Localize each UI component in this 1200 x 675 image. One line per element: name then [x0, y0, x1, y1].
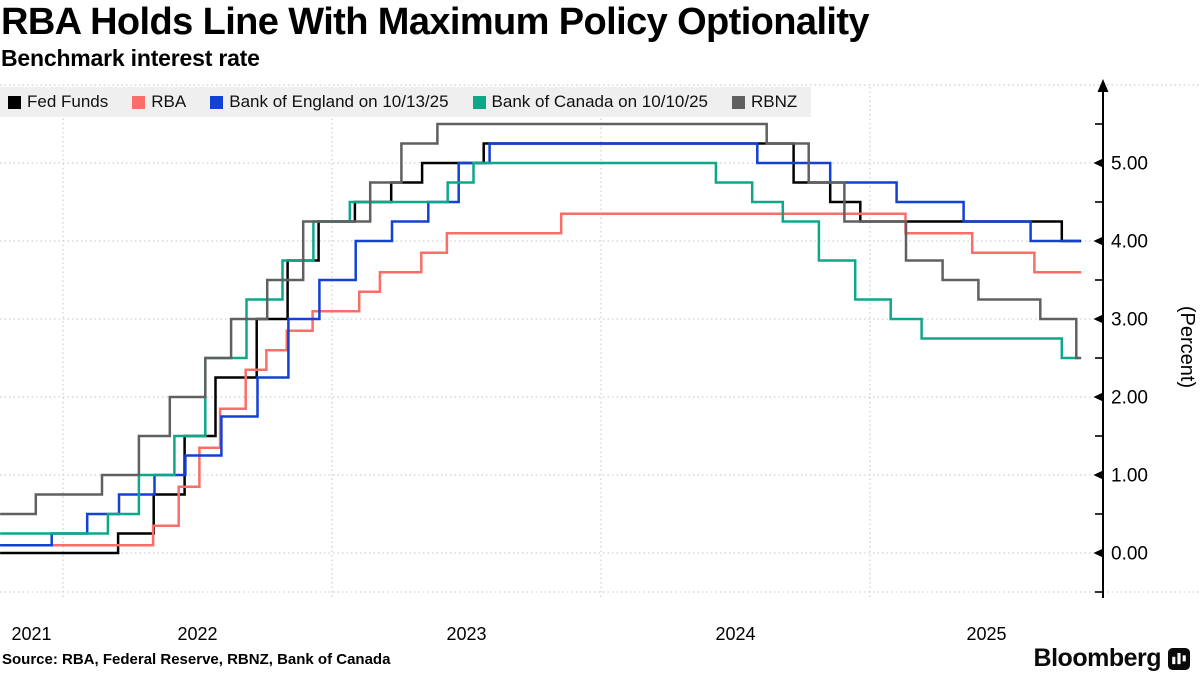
y-axis-label-4.00: 4.00 — [1111, 232, 1148, 253]
legend-item-rbnz: RBNZ — [731, 92, 798, 112]
x-axis-label-2023: 2023 — [446, 624, 486, 644]
bloomberg-terminal-icon — [1168, 647, 1190, 670]
legend-label-fed-funds: Fed Funds — [27, 92, 109, 111]
source-text: Source: RBA, Federal Reserve, RBNZ, Bank… — [2, 651, 391, 668]
y-axis-title: (Percent) — [1176, 306, 1198, 388]
legend-swatch-rbnz-icon — [731, 95, 745, 109]
legend-label-bank-of-canada: Bank of Canada on 10/10/25 — [491, 92, 708, 111]
y-major-tick-3 — [1093, 314, 1103, 324]
legend-item-bank-of-canada: Bank of Canada on 10/10/25 — [472, 92, 708, 112]
page-title: RBA Holds Line With Maximum Policy Optio… — [1, 1, 870, 43]
y-major-tick-2 — [1093, 392, 1103, 402]
y-axis-top-arrow-icon — [1097, 79, 1109, 92]
x-axis-label-2025: 2025 — [966, 624, 1006, 644]
legend-item-bank-of-england: Bank of England on 10/13/25 — [210, 92, 449, 112]
x-axis-label-2022: 2022 — [177, 624, 217, 644]
y-axis-label-0.00: 0.00 — [1111, 544, 1148, 565]
y-major-tick-5 — [1093, 158, 1103, 168]
legend-item-fed-funds: Fed Funds — [8, 92, 108, 112]
bloomberg-logo: Bloomberg — [1034, 644, 1190, 673]
legend-swatch-bank-of-canada-icon — [472, 95, 486, 109]
legend-label-bank-of-england: Bank of England on 10/13/25 — [229, 92, 449, 111]
x-axis-label-2024: 2024 — [715, 624, 755, 644]
bloomberg-wordmark: Bloomberg — [1033, 644, 1162, 672]
legend-swatch-bank-of-england-icon — [210, 95, 224, 109]
x-axis-label-2021: 2021 — [12, 624, 52, 644]
legend-item-rba: RBA — [132, 92, 186, 112]
legend-label-rbnz: RBNZ — [750, 92, 798, 111]
y-axis-label-3.00: 3.00 — [1111, 310, 1148, 331]
y-major-tick-0 — [1093, 548, 1103, 558]
legend-swatch-fed-funds-icon — [8, 95, 21, 109]
chart-legend: Fed Funds RBA Bank of England on 10/13/25 B… — [0, 87, 812, 117]
series-line-fed-funds — [0, 142, 1082, 555]
series-line-rbnz — [0, 122, 1082, 516]
series-line-bank-of-england — [0, 142, 1081, 547]
series-line-bank-of-canada — [0, 161, 1079, 535]
y-major-tick-4 — [1093, 236, 1103, 246]
y-major-tick-1 — [1093, 470, 1103, 480]
y-axis-label-1.00: 1.00 — [1111, 466, 1148, 487]
legend-label-rba: RBA — [151, 92, 187, 111]
legend-swatch-rba-icon — [132, 95, 146, 109]
y-axis-label-5.00: 5.00 — [1111, 154, 1148, 175]
chart-subtitle: Benchmark interest rate — [1, 45, 260, 71]
y-axis-label-2.00: 2.00 — [1111, 388, 1148, 409]
